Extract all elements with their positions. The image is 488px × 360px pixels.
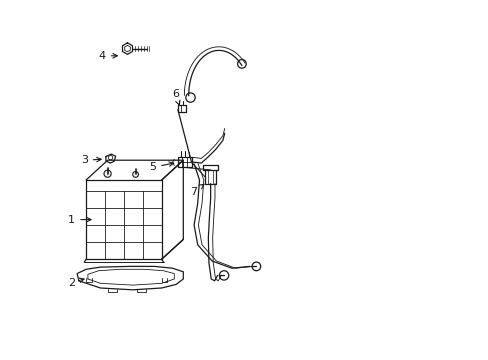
Circle shape bbox=[251, 262, 260, 271]
Text: 4: 4 bbox=[99, 51, 117, 61]
Circle shape bbox=[237, 59, 246, 68]
Text: 7: 7 bbox=[190, 184, 203, 197]
Circle shape bbox=[132, 172, 138, 177]
Text: 3: 3 bbox=[81, 155, 101, 165]
Circle shape bbox=[219, 271, 228, 280]
Text: 1: 1 bbox=[68, 215, 91, 225]
Text: 6: 6 bbox=[171, 89, 180, 105]
Text: 5: 5 bbox=[149, 162, 173, 172]
Circle shape bbox=[104, 170, 111, 177]
Text: 2: 2 bbox=[68, 278, 84, 288]
Circle shape bbox=[185, 93, 195, 102]
